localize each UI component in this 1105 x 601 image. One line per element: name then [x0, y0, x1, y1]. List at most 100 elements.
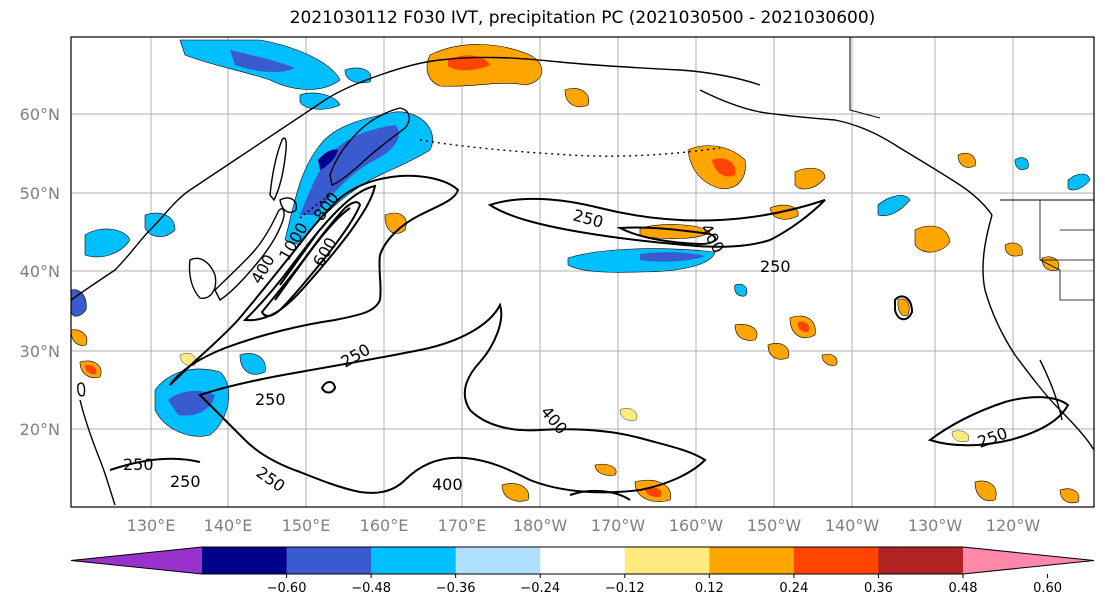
longitude-label: 150°E: [282, 516, 331, 535]
contour-1000: [279, 231, 319, 286]
hawaii-west-negative: [734, 284, 748, 297]
north-negative-patch-3: [344, 67, 372, 84]
contour-250-lower: [198, 302, 707, 494]
contour-label: 400: [432, 475, 463, 494]
west-positive-2: [71, 329, 88, 346]
state-borders: [1039, 200, 1094, 301]
cal-positive: [1004, 242, 1023, 257]
colorbar-segment: [371, 547, 457, 574]
colorbar-extend-high: [963, 547, 1094, 574]
map-panel: 800 1000 600 400 250 250 250 400 250 250…: [70, 36, 1095, 508]
south-positive-4: [1059, 488, 1080, 504]
colorbar-tick-label: 0.12: [695, 581, 724, 596]
contour-250-east: [927, 396, 1070, 447]
ne-negative-2: [1014, 157, 1029, 170]
colorbar-segment: [709, 547, 795, 574]
contour-800: [274, 207, 351, 301]
map-border: [70, 36, 1095, 508]
colorbar-segment: [540, 547, 626, 574]
coastlines: [71, 37, 1094, 506]
yellow-halo-3: [951, 430, 970, 442]
yellow-halo-1: [179, 352, 196, 366]
colorbar-tick-label: −0.36: [436, 581, 476, 596]
colorbar-segment: [286, 547, 372, 574]
philippines: [79, 399, 116, 506]
contour-label: 250: [170, 472, 201, 491]
colorbar-tick-label: −0.60: [267, 581, 307, 596]
bc-negative: [1067, 173, 1091, 191]
map-frame: [71, 37, 1094, 507]
philippine-sea-negative-2: [239, 353, 266, 375]
longitude-label: 160°E: [360, 516, 409, 535]
colorbar-segment: [624, 547, 710, 574]
longitude-label: 140°E: [204, 516, 253, 535]
asia-coast: [71, 59, 441, 301]
ne-pacific-negative: [877, 195, 911, 217]
latitude-label: 50°N: [20, 184, 60, 203]
colorbar-tick-label: −0.24: [520, 581, 560, 596]
gulf-positive: [794, 167, 826, 190]
colorbar-tick-label: 0.48: [949, 581, 978, 596]
latitude-label: 30°N: [20, 342, 60, 361]
west-edge-negative: [71, 289, 87, 317]
south-positive-2-core: [645, 487, 662, 498]
longitude-label: 120°W: [986, 516, 1041, 535]
contour-250-sw: [109, 457, 201, 471]
ivt-contours: [109, 174, 1070, 501]
japan-negative-patch-2: [144, 212, 176, 237]
contour-hawaii-loop: [894, 295, 914, 321]
contour-250-main: [169, 174, 460, 386]
colorbar-tick-label: 0.24: [779, 581, 808, 596]
map-title: 2021030112 F030 IVT, precipitation PC (2…: [289, 8, 876, 28]
chukotka-coast: [439, 56, 761, 86]
colorbar-segment: [878, 547, 964, 574]
sakhalin: [269, 137, 287, 202]
japan-honshu: [214, 208, 285, 302]
contour-400-aleutian: [616, 226, 717, 246]
longitude-axis: 130°E 140°E 150°E 160°E 170°E 180°W 170°…: [127, 516, 1041, 535]
colorbar-tick-label: 0.36: [864, 581, 893, 596]
yellow-halo-2: [619, 408, 638, 421]
contour-250-aleutian: [487, 197, 826, 248]
contour-400-core: [242, 184, 377, 322]
south-positive-1: [501, 483, 529, 502]
colorbar-tick-label: −0.48: [351, 581, 391, 596]
kamchatka-negative-patch: [284, 111, 433, 246]
mid-positive-1-core: [797, 321, 810, 333]
na-west-coast: [982, 214, 1094, 451]
mid-positive-2: [767, 343, 790, 360]
negative-precip-patches: [71, 39, 1091, 437]
longitude-label: 130°W: [908, 516, 963, 535]
aleutian-chain: [419, 139, 721, 157]
longitude-label: 160°W: [669, 516, 724, 535]
mid-positive-4: [897, 298, 910, 317]
latitude-label: 60°N: [20, 105, 60, 124]
colorbar: −0.60 −0.48 −0.36 −0.24 −0.12 0.12 0.24 0.36 0.4…: [70, 546, 1095, 596]
korea-coast: [188, 257, 217, 299]
colorbar-segment: [793, 547, 879, 574]
central-pacific-negative-core: [640, 252, 705, 262]
kamchatka: [329, 107, 410, 186]
border-alaska-canada: [849, 37, 881, 119]
north-negative-core: [230, 50, 295, 72]
latitude-axis: 60°N 50°N 40°N 30°N 20°N: [20, 105, 60, 439]
colorbar-segment: [455, 547, 541, 574]
contour-label: 250: [255, 390, 286, 409]
contour-small-loop: [320, 381, 337, 394]
coast-positive: [957, 152, 976, 168]
contour-label: 250: [760, 257, 791, 276]
colorbar-tick-label: −0.12: [605, 581, 645, 596]
japan-hokkaido: [279, 197, 297, 213]
longitude-label: 170°W: [591, 516, 646, 535]
colorbar-segment: [202, 547, 288, 574]
contour-label: 250: [123, 455, 154, 474]
longitude-label: 150°W: [747, 516, 802, 535]
se-positive: [594, 463, 617, 476]
latitude-label: 40°N: [20, 262, 60, 281]
okhotsk-positive-2: [564, 88, 589, 108]
west-positive-1-core: [85, 364, 97, 375]
longitude-label: 140°W: [825, 516, 880, 535]
hawaii-positive: [821, 353, 838, 366]
south-positive-3: [974, 480, 997, 502]
